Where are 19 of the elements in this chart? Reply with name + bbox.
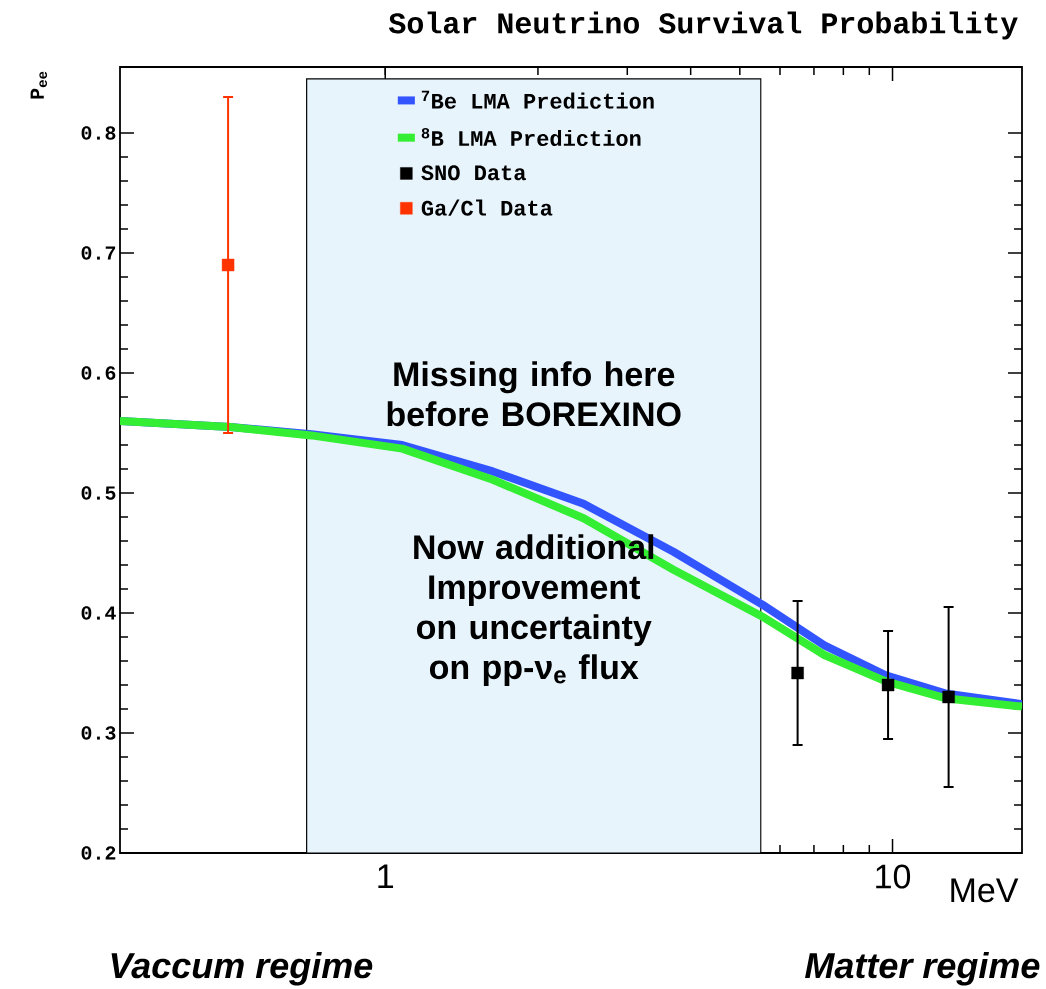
y-tick-label: 0.2 [81,846,116,860]
y-tick-label: 0.6 [81,366,116,380]
chart-title: Solar Neutrino Survival Probability [388,11,1018,40]
legend-label: $^{8}$B LMA Prediction [421,128,641,147]
y-tick-label: 0.8 [81,126,116,140]
legend-label: SNO Data [421,165,526,181]
y-tick-label: 0.7 [81,246,116,260]
legend-label: Ga/Cl Data [421,199,553,216]
x-tick-label: 1 [378,864,394,888]
y-tick-label: 0.5 [81,486,116,500]
legend-label: $^{7}$Be LMA Prediction [421,90,654,109]
text: Vaccum regime [111,951,373,986]
y-tick-label: 0.4 [81,606,116,620]
x-axis-title: MeV [951,878,1019,903]
y-tick-label: 0.3 [81,726,116,740]
text: Matter regime [805,951,1040,986]
y-axis-title: P$_{ee}$ [30,71,48,99]
x-tick-label: 10 [876,864,911,889]
annotation: Missing info here before BOREXINO [387,361,681,427]
